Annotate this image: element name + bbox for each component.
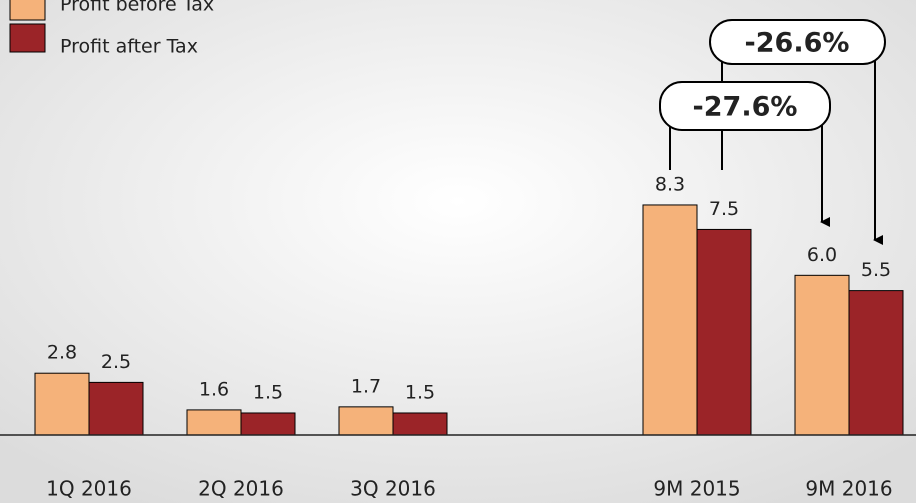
bar (696, 228, 752, 436)
data-label: 1.7 (351, 375, 381, 397)
bar (642, 204, 698, 436)
bar (88, 381, 144, 436)
data-label: 8.3 (655, 173, 685, 195)
data-label: 1.6 (199, 378, 229, 400)
bar (794, 274, 850, 436)
data-label: 6.0 (807, 244, 837, 266)
annotation-box (709, 19, 886, 65)
bar (848, 290, 904, 436)
x-tick-label: 2Q 2016 (198, 477, 284, 501)
annotation: -26.6% (745, 28, 850, 59)
annotation-box (659, 81, 831, 131)
bar (34, 372, 90, 436)
bar (240, 412, 296, 436)
legend-swatch (9, 0, 46, 21)
bar (392, 412, 448, 436)
x-tick-label: 1Q 2016 (46, 477, 132, 501)
x-tick-label: 9M 2015 (653, 477, 740, 501)
data-label: 7.5 (709, 198, 739, 220)
legend-swatch (9, 23, 46, 53)
x-tick-label: 3Q 2016 (350, 477, 436, 501)
annotation: -27.6% (693, 92, 798, 123)
data-label: 1.5 (253, 381, 283, 403)
data-label: 1.5 (405, 381, 435, 403)
bar (338, 406, 394, 436)
bar (186, 409, 242, 436)
x-tick-label: 9M 2016 (805, 477, 892, 501)
data-label: 2.8 (47, 342, 77, 364)
data-label: 2.5 (101, 351, 131, 373)
legend-label: Profit after Tax (60, 36, 198, 58)
data-label: 5.5 (861, 259, 891, 281)
legend-label: Profit before Tax (60, 0, 214, 16)
